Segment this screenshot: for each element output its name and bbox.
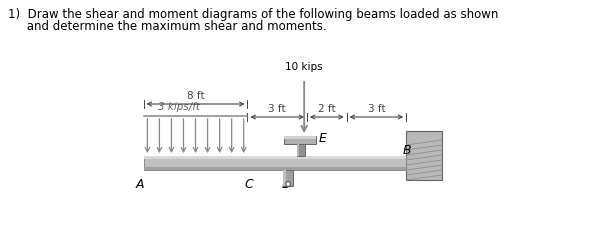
Text: 2 ft: 2 ft xyxy=(318,104,335,114)
Text: B: B xyxy=(402,143,411,157)
Bar xyxy=(284,136,316,144)
Bar xyxy=(144,156,406,159)
Bar xyxy=(297,144,305,156)
Bar xyxy=(144,167,406,170)
Text: 3 ft: 3 ft xyxy=(368,104,385,114)
Bar xyxy=(144,156,406,170)
Text: E: E xyxy=(318,132,326,145)
Bar xyxy=(284,136,316,139)
Bar xyxy=(297,144,300,156)
Text: 10 kips: 10 kips xyxy=(285,62,323,72)
Text: 8 ft: 8 ft xyxy=(187,91,205,101)
Bar xyxy=(283,170,286,186)
Text: and determine the maximum shear and moments.: and determine the maximum shear and mome… xyxy=(8,20,326,33)
Text: 1)  Draw the shear and moment diagrams of the following beams loaded as shown: 1) Draw the shear and moment diagrams of… xyxy=(8,8,498,21)
Text: C: C xyxy=(244,178,253,191)
Text: D: D xyxy=(282,178,291,191)
Text: 3 kips/ft: 3 kips/ft xyxy=(158,102,200,112)
Bar xyxy=(283,170,293,186)
Text: A: A xyxy=(136,178,144,191)
Bar xyxy=(406,131,442,180)
Text: 3 ft: 3 ft xyxy=(269,104,286,114)
Circle shape xyxy=(286,182,291,186)
